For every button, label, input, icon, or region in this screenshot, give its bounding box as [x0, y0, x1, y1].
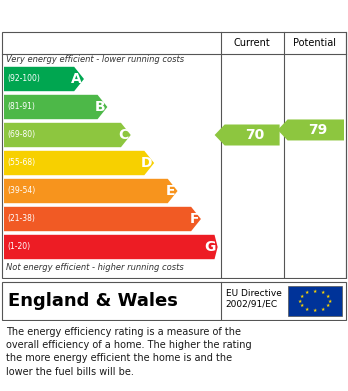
Text: The energy efficiency rating is a measure of the
overall efficiency of a home. T: The energy efficiency rating is a measur… — [6, 327, 252, 377]
Text: EU Directive
2002/91/EC: EU Directive 2002/91/EC — [226, 289, 282, 309]
Text: (69-80): (69-80) — [7, 131, 35, 140]
Polygon shape — [215, 124, 280, 145]
Text: ★: ★ — [299, 303, 304, 308]
Text: (55-68): (55-68) — [7, 158, 35, 167]
Text: E: E — [166, 184, 175, 198]
Text: (21-38): (21-38) — [7, 215, 35, 224]
Text: (92-100): (92-100) — [7, 75, 40, 84]
Text: Not energy efficient - higher running costs: Not energy efficient - higher running co… — [6, 264, 184, 273]
Text: ★: ★ — [305, 307, 309, 312]
Polygon shape — [278, 120, 344, 140]
Text: ★: ★ — [298, 298, 302, 303]
Text: B: B — [95, 100, 105, 114]
Text: Very energy efficient - lower running costs: Very energy efficient - lower running co… — [6, 56, 184, 65]
Polygon shape — [4, 123, 131, 147]
Text: ★: ★ — [305, 290, 309, 295]
Text: ★: ★ — [299, 294, 304, 299]
Text: 70: 70 — [245, 128, 265, 142]
Text: Potential: Potential — [293, 38, 336, 48]
Text: G: G — [204, 240, 216, 254]
Text: ★: ★ — [320, 290, 325, 295]
Text: ★: ★ — [313, 289, 317, 294]
Text: ★: ★ — [328, 298, 332, 303]
Text: A: A — [71, 72, 82, 86]
Text: ★: ★ — [313, 308, 317, 313]
Text: 79: 79 — [308, 123, 327, 137]
Text: (81-91): (81-91) — [7, 102, 35, 111]
Polygon shape — [4, 207, 201, 231]
Polygon shape — [4, 67, 84, 91]
Bar — [287, 286, 342, 316]
Polygon shape — [4, 151, 154, 175]
Text: ★: ★ — [326, 294, 330, 299]
Text: Current: Current — [234, 38, 270, 48]
Text: ★: ★ — [320, 307, 325, 312]
Text: England & Wales: England & Wales — [8, 292, 178, 310]
Text: D: D — [141, 156, 152, 170]
Text: (1-20): (1-20) — [7, 242, 30, 251]
Polygon shape — [4, 179, 177, 203]
Polygon shape — [4, 235, 218, 259]
Text: C: C — [119, 128, 129, 142]
Text: F: F — [189, 212, 199, 226]
Text: Energy Efficiency Rating: Energy Efficiency Rating — [7, 5, 217, 20]
Polygon shape — [4, 95, 108, 119]
Text: (39-54): (39-54) — [7, 187, 35, 196]
Text: ★: ★ — [326, 303, 330, 308]
